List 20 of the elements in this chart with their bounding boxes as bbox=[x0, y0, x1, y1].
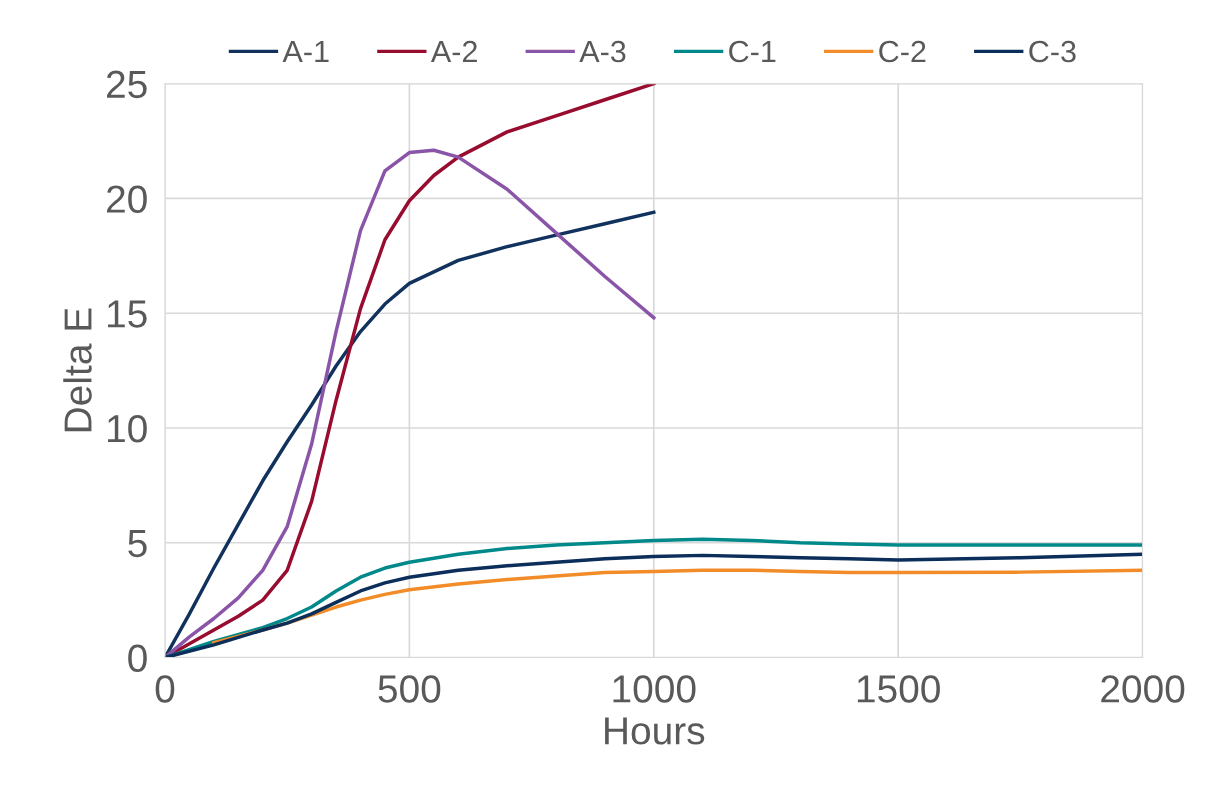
y-tick-label: 5 bbox=[128, 530, 147, 558]
legend-label: C-3 bbox=[1029, 40, 1076, 63]
legend-label: A-1 bbox=[282, 41, 329, 63]
y-tick-label: 15 bbox=[108, 300, 147, 328]
x-tick-label: 1000 bbox=[613, 675, 696, 703]
x-tick-label: 500 bbox=[378, 675, 441, 703]
y-tick-label: 0 bbox=[128, 644, 147, 672]
line-series bbox=[212, 568, 1143, 645]
x-tick-label: 1500 bbox=[857, 675, 940, 703]
legend-label: C-2 bbox=[879, 40, 926, 63]
x-tick-label: 0 bbox=[155, 675, 175, 703]
y-tick-label: 10 bbox=[108, 414, 147, 443]
y-tick-label: 20 bbox=[107, 185, 147, 213]
legend-label: A-3 bbox=[579, 40, 626, 63]
y-tick-label: 25 bbox=[107, 70, 147, 99]
legend-label: A-2 bbox=[430, 40, 477, 63]
y-axis-title: Delta E bbox=[63, 308, 92, 432]
x-axis-title: Hours bbox=[605, 717, 705, 745]
x-tick-label: 2000 bbox=[1101, 675, 1185, 703]
legend-label: C-1 bbox=[729, 40, 776, 63]
